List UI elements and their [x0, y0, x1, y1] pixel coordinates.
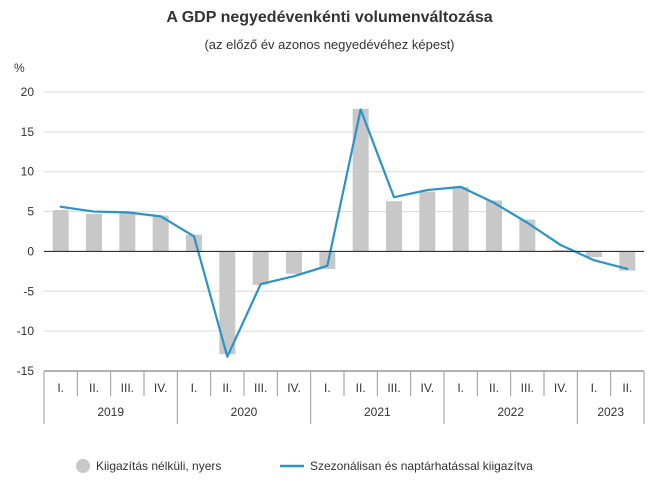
quarter-label: II. [489, 381, 499, 395]
bar [386, 201, 402, 252]
bar [52, 209, 69, 252]
y-tick-label: -15 [17, 364, 35, 378]
quarter-label: IV. [421, 381, 435, 395]
year-label: 2022 [497, 405, 524, 419]
series-line [59, 108, 629, 358]
y-tick-label: 20 [21, 85, 35, 99]
quarter-label: I. [57, 381, 64, 395]
bar [152, 215, 169, 252]
y-tick-label: -10 [17, 324, 35, 338]
quarter-label: IV. [154, 381, 168, 395]
bar [586, 251, 602, 258]
quarter-label: I. [591, 381, 598, 395]
bar [119, 211, 136, 252]
legend: Kiigazítás nélküli, nyers Szezonálisan é… [76, 459, 533, 473]
quarter-label: I. [191, 381, 198, 395]
chart-subtitle: (az előző év azonos negyedévéhez képest) [204, 37, 454, 52]
y-tick-label: 5 [27, 205, 34, 219]
legend-bars-marker [76, 459, 90, 473]
bar [319, 251, 336, 269]
y-tick-label: 15 [21, 125, 35, 139]
bars-layer [52, 108, 636, 355]
chart-title: A GDP negyedévenkénti volumenváltozása [166, 9, 492, 26]
quarter-label: III. [521, 381, 534, 395]
bar [219, 251, 236, 355]
bar [519, 219, 536, 252]
quarter-label: III. [387, 381, 400, 395]
quarter-label: II. [222, 381, 232, 395]
year-label: 2023 [597, 405, 624, 419]
legend-bars-label: Kiigazítás nélküli, nyers [96, 459, 221, 473]
y-tick-label: 0 [27, 244, 34, 258]
y-axis-unit: % [14, 61, 25, 75]
bar [86, 213, 102, 252]
y-tick-label: -5 [23, 284, 34, 298]
quarter-label: II. [356, 381, 366, 395]
bar [252, 251, 269, 285]
line-layer [59, 108, 629, 358]
bar [419, 191, 436, 252]
legend-line-label: Szezonálisan és naptárhatással kiigazítv… [310, 459, 533, 473]
bar [352, 108, 369, 252]
quarter-label: IV. [554, 381, 568, 395]
bar [552, 249, 569, 252]
bar [286, 251, 302, 274]
bar [619, 251, 636, 271]
quarter-label: I. [457, 381, 464, 395]
bar [486, 200, 502, 252]
axis-layer: 20 15 10 5 0 -5 -10 -15 I. II. III. IV. I. II. III. IV.… [17, 85, 645, 424]
quarter-label: I. [324, 381, 331, 395]
bar [452, 186, 469, 252]
quarter-label: III. [121, 381, 134, 395]
y-tick-label: 10 [21, 165, 35, 179]
year-label: 2019 [97, 405, 124, 419]
quarter-label: IV. [287, 381, 301, 395]
quarter-label: II. [622, 381, 632, 395]
quarter-label: III. [254, 381, 267, 395]
year-label: 2021 [364, 405, 391, 419]
year-label: 2020 [231, 405, 258, 419]
quarter-label: II. [89, 381, 99, 395]
